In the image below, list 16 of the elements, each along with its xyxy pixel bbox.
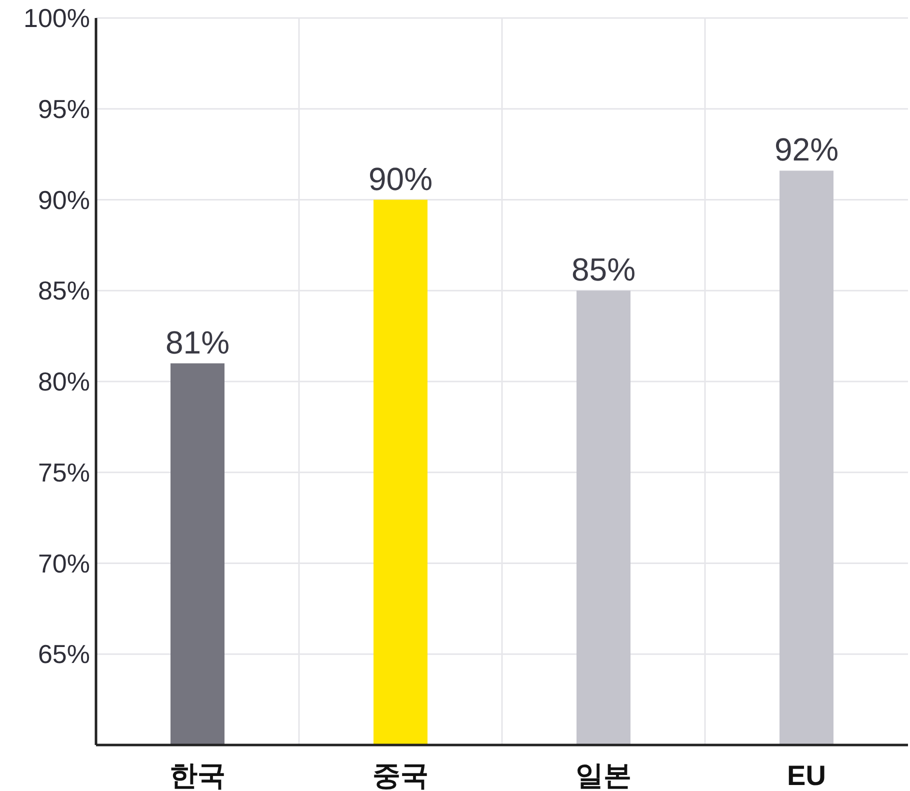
y-tick-label: 80% — [38, 366, 90, 396]
y-tick-label: 85% — [38, 276, 90, 306]
data-label: 81% — [165, 324, 230, 360]
data-label: 92% — [774, 132, 839, 168]
x-tick-label: EU — [787, 760, 826, 791]
y-tick-label: 95% — [38, 94, 90, 124]
x-tick-label: 일본 — [576, 760, 632, 791]
y-tick-label: 65% — [38, 639, 90, 670]
data-label: 85% — [571, 252, 636, 288]
y-tick-label: 100% — [24, 3, 90, 33]
x-tick-label: 중국 — [372, 760, 428, 791]
y-tick-label: 75% — [38, 457, 90, 488]
y-tick-label: 90% — [38, 184, 90, 215]
x-tick-label: 한국 — [170, 760, 226, 791]
data-label: 90% — [368, 160, 433, 197]
y-tick-label: 70% — [38, 548, 90, 578]
